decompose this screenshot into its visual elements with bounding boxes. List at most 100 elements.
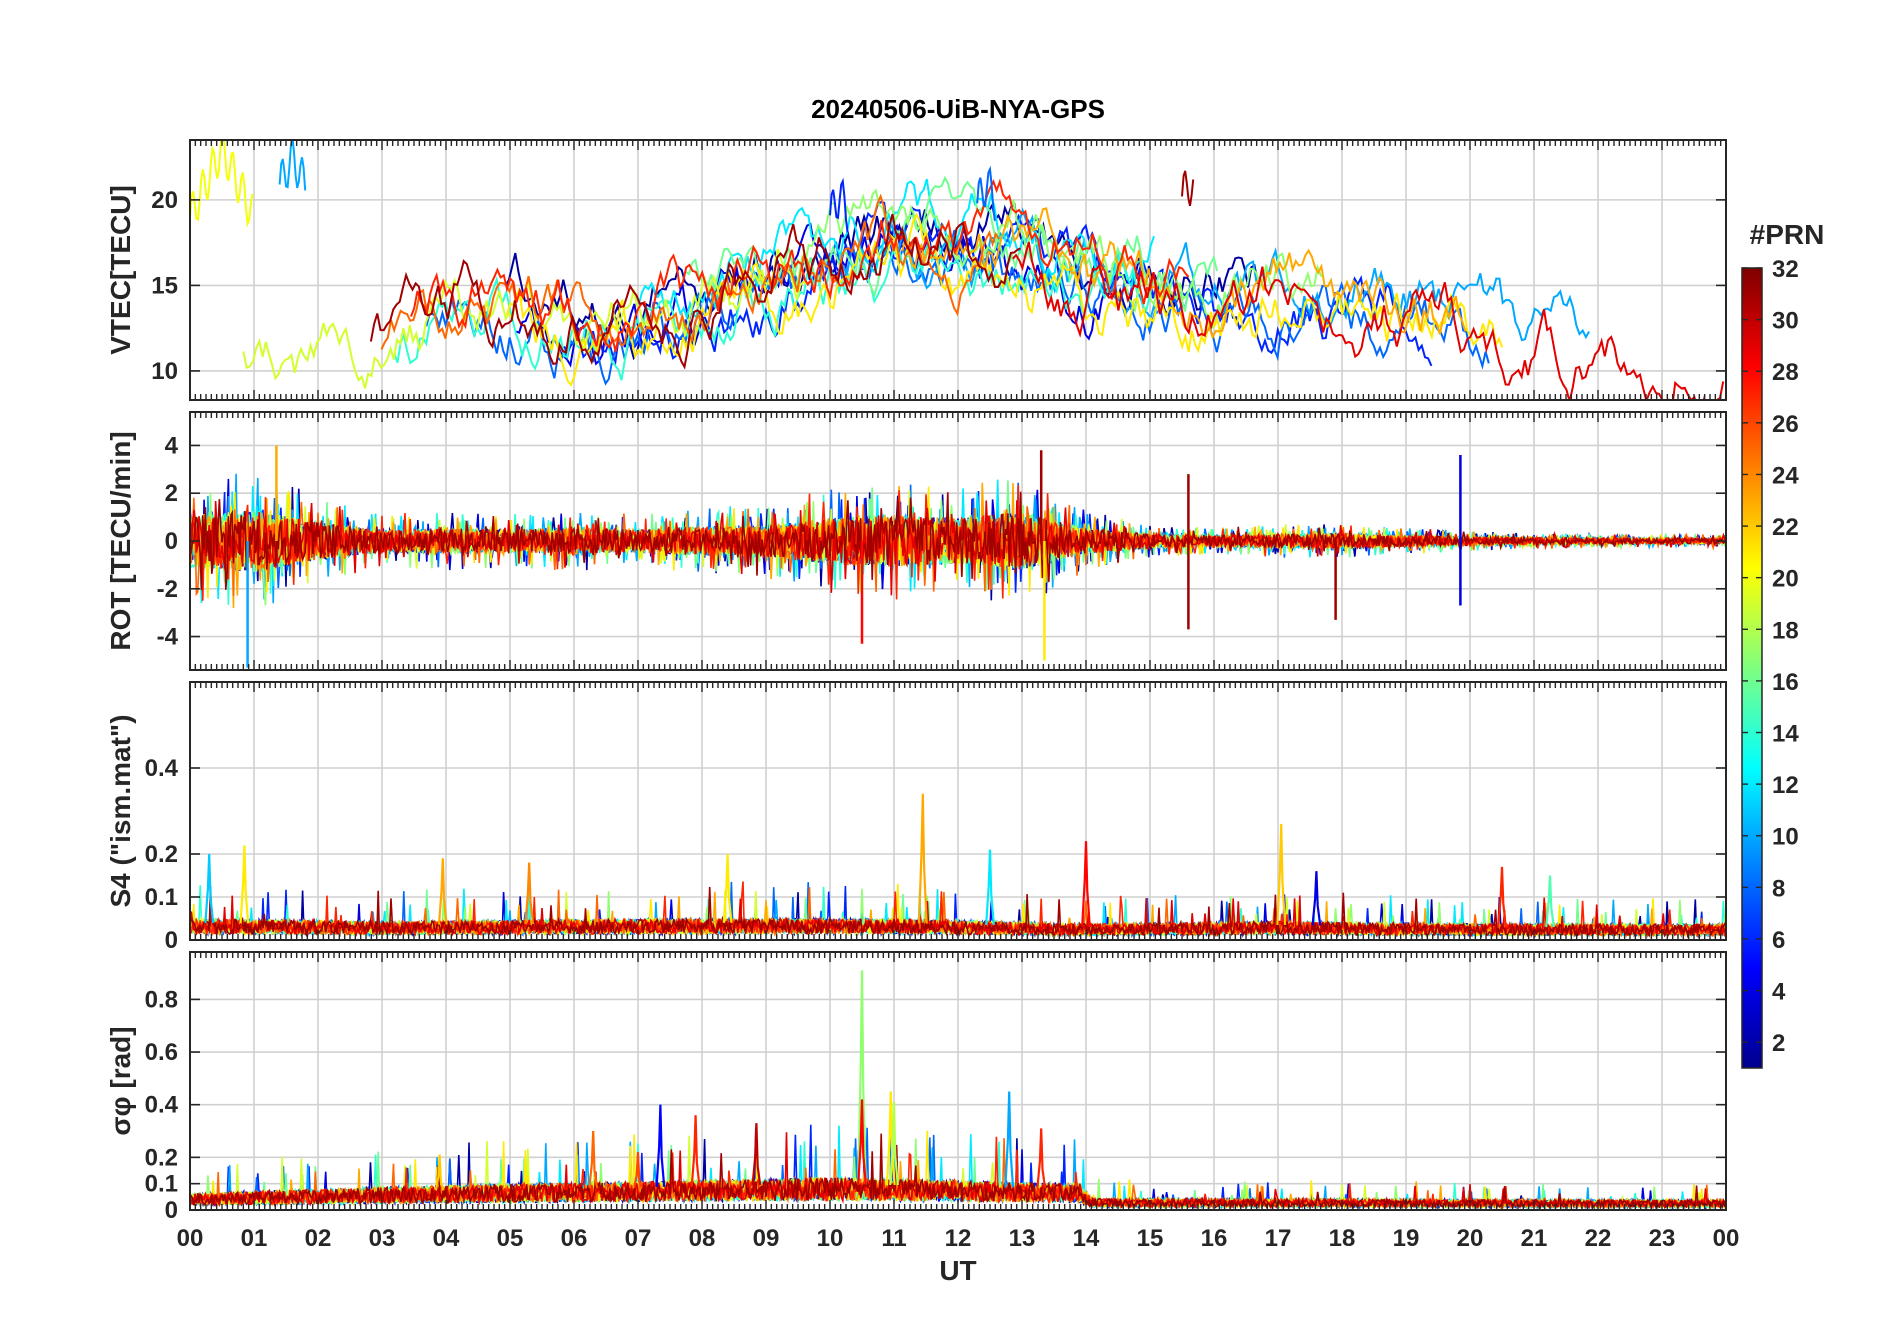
sigphi-spike-prn-21 [885,1091,896,1186]
colorbar-label: #PRN [1750,219,1825,250]
colorbar-tick-label: 18 [1772,617,1799,644]
s4-spike-prn-21 [239,845,250,924]
sigphi-ytick-label: 0.2 [145,1144,178,1171]
x-tick-label: 04 [433,1225,460,1252]
x-tick-label: 09 [753,1225,780,1252]
sigphi-ytick-label: 0.8 [145,986,178,1013]
x-tick-label: 19 [1393,1225,1420,1252]
colorbar-tick-label: 10 [1772,824,1799,851]
sigphi-ylabel: σφ [rad] [105,1026,136,1135]
sigphi-spike-prn-27 [690,1115,701,1187]
vtec-ytick-label: 20 [151,187,178,214]
panel-vtec: 10 15 20 VTEC[TECU] [105,139,1727,401]
s4-spike-prn-24 [524,862,535,925]
vtec-series-prn-23 [901,207,1467,340]
s4-grid [190,682,1726,941]
vtec-feature-prn-20 [190,140,254,228]
rot-series-prn-31 [190,491,1726,591]
s4-spike-prn-4 [1311,871,1322,926]
s4-spike-prn-23 [437,858,448,925]
x-tick-label: 18 [1329,1225,1356,1252]
x-tick-label: 01 [241,1225,268,1252]
panel-s4: 0 0.1 0.2 0.4 S4 ("ism.mat") [105,681,1727,954]
vtec-series-prn-29 [1012,241,1725,400]
panel-sigphi: 00.10.2 0.4 0.6 0.8 σφ [rad] [105,951,1727,1224]
colorbar-tick-label: 4 [1772,979,1786,1006]
sigphi-ytick-label: 0.4 [145,1092,179,1119]
x-tick-label: 12 [945,1225,972,1252]
x-tick-label: 00 [177,1225,204,1252]
sigphi-spike-prn-10 [1004,1091,1015,1188]
s4-spike-prn-27 [1497,866,1507,928]
x-tick-label: 02 [305,1225,332,1252]
s4-ytick-label: 0.2 [145,841,178,868]
sigphi-spike-prn-26 [633,1152,643,1188]
x-axis-label: UT [939,1255,976,1286]
sigphi-spike-prn-28 [857,1099,867,1185]
colorbar-tick-label: 8 [1772,875,1785,902]
colorbar-tick-label: 12 [1772,772,1799,799]
x-tick-label: 06 [561,1225,588,1252]
colorbar-gradient [1741,267,1763,1069]
s4-spike-prn-28 [1081,841,1091,928]
colorbar-tick-label: 28 [1772,359,1799,386]
s4-series-prn-31 [190,886,1726,939]
vtec-series-prn-31 [369,213,1021,370]
x-tick-label: 14 [1073,1225,1100,1252]
s4-ytick-label: 0 [165,927,178,954]
sigphi-grid [190,952,1726,1211]
x-tick-label: 20 [1457,1225,1484,1252]
rot-ytick-label: -4 [157,624,179,651]
s4-ytick-label: 0.4 [145,755,179,782]
panel-rot: -4 -2 0 2 4 ROT [TECU/min] [105,411,1727,671]
vtec-traces [190,140,1725,400]
vtec-feature-prn-8 [976,165,996,221]
x-tick-label: 17 [1265,1225,1292,1252]
x-tick-label: 10 [817,1225,844,1252]
x-tick-label: 13 [1009,1225,1036,1252]
vtec-ylabel: VTEC[TECU] [105,185,136,355]
s4-spike-prn-15 [1545,875,1555,928]
sigphi-ytick-label: 0.6 [145,1039,178,1066]
x-tick-label: 05 [497,1225,524,1252]
sigphi-spike-prn-25 [588,1130,599,1188]
vtec-ytick-label: 15 [151,272,178,299]
vtec-feature-prn-6 [829,177,849,233]
vtec-ytick-label: 10 [151,358,178,385]
colorbar-tick-label: 2 [1772,1030,1785,1057]
colorbar-tick-label: 6 [1772,927,1785,954]
x-tick-label: 08 [689,1225,716,1252]
s4-ytick-label: 0.1 [145,884,178,911]
sigphi-ticks [189,952,1727,1211]
colorbar-tick-label: 20 [1772,566,1799,593]
chart-title: 20240506-UiB-NYA-GPS [811,94,1105,124]
colorbar-tick-label: 16 [1772,669,1799,696]
rot-ylabel: ROT [TECU/min] [105,431,136,650]
rot-traces [190,445,1726,668]
x-tick-labels: 00 01 02 03 04 05 06 07 08 09 10 11 12 13 14 15 16 17 18 19… [177,1225,1740,1252]
s4-spike-prn-12 [985,849,995,926]
sigphi-spike-prn-18 [889,1102,899,1186]
x-tick-label: 15 [1137,1225,1164,1252]
vtec-series-prn-17 [782,188,1325,330]
sigphi-ytick-label: 0.1 [145,1171,178,1198]
colorbar-tick-label: 26 [1772,411,1799,438]
sigphi-spike-prn-30 [751,1123,762,1186]
x-tick-label: 21 [1521,1225,1548,1252]
rot-ytick-label: 2 [165,480,178,507]
vtec-feature-prn-10 [278,140,307,191]
x-tick-label: 16 [1201,1225,1228,1252]
s4-spike-prn-22 [1276,823,1287,926]
x-tick-label: 11 [881,1225,906,1252]
s4-spike-prn-21 [722,853,733,923]
colorbar-tick-label: 30 [1772,308,1799,335]
sigphi-spike-prn-27 [1036,1128,1047,1189]
rot-ticks [189,412,1727,670]
x-tick-label: 03 [369,1225,396,1252]
x-tick-label: 07 [625,1225,652,1252]
rot-ytick-label: 0 [165,528,178,555]
